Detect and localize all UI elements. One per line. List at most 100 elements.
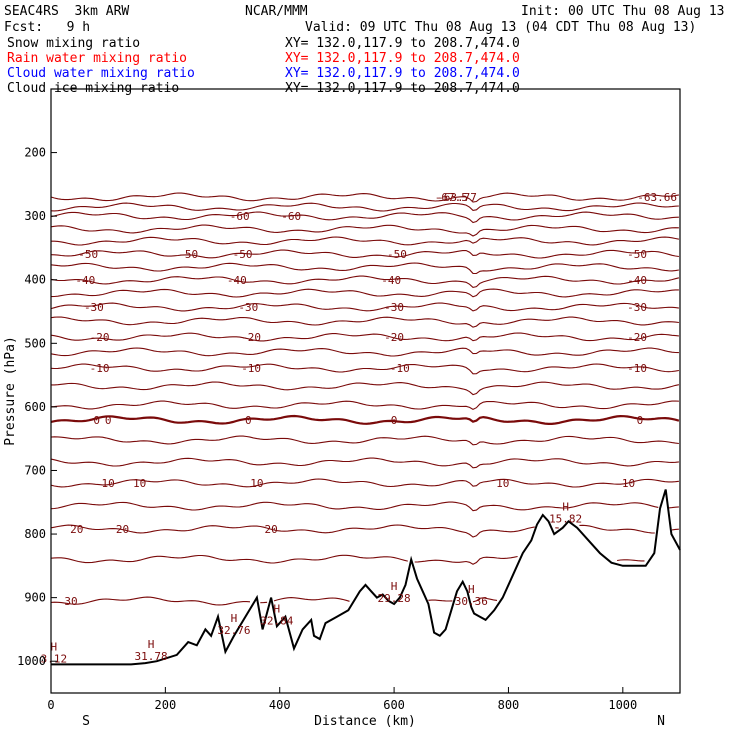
- contour-line: [50, 501, 679, 512]
- terrain-line: [51, 489, 681, 666]
- high-marker-value: 30.36: [455, 595, 488, 608]
- field-cloud-ice-label: Cloud ice mixing ratio: [7, 81, 180, 96]
- contour-label: -30: [84, 301, 104, 314]
- field-snow-xy: XY= 132.0,117.9 to 208.7,474.0: [285, 36, 520, 51]
- x-tick-label: 600: [383, 698, 405, 712]
- contour-label: -10: [390, 362, 410, 375]
- contour-label: 10: [133, 477, 146, 490]
- y-tick-label: 300: [24, 209, 46, 223]
- contour-line: [50, 275, 680, 289]
- field-cloud-water-label: Cloud water mixing ratio: [7, 66, 195, 81]
- y-tick-label: 200: [24, 146, 46, 160]
- contour-label: -30: [384, 301, 404, 314]
- high-marker-value: 29.28: [378, 592, 411, 605]
- contour-line: [50, 192, 680, 203]
- contour-label: -20: [627, 331, 647, 344]
- contour-label: -30: [627, 301, 647, 314]
- contour-line: [51, 236, 680, 246]
- contour-label: -50: [233, 248, 253, 261]
- field-rain-xy: XY= 132.0,117.9 to 208.7,474.0: [285, 51, 520, 66]
- contour-line: [50, 347, 679, 357]
- contour-line: [50, 400, 679, 411]
- contour-line: [50, 478, 679, 488]
- plot-frame: [50, 88, 681, 694]
- high-marker-value: 15.82: [549, 513, 582, 526]
- contour-label: -20: [384, 331, 404, 344]
- high-marker-h: H: [274, 602, 281, 615]
- contour-label: -50: [178, 248, 198, 261]
- contour-label: -10: [627, 362, 647, 375]
- y-tick-label: 500: [24, 336, 46, 350]
- high-marker-h: H: [231, 612, 238, 625]
- field-snow-label: Snow mixing ratio: [7, 36, 141, 51]
- y-tick-label: 800: [24, 527, 46, 541]
- contour-label: 30: [64, 595, 77, 608]
- contour-label: 0: [245, 414, 252, 427]
- init-label: Init: 00 UTC Thu 08 Aug 13: [521, 4, 725, 19]
- center-label: NCAR/MMM: [245, 4, 308, 19]
- contour-label: 0: [105, 414, 112, 427]
- field-cloud-ice-xy: XY= 132.0,117.9 to 208.7,474.0: [285, 81, 520, 96]
- x-tick-label: 1000: [608, 698, 637, 712]
- contour-label: -63.77: [437, 191, 477, 204]
- x-axis-label: Distance (km): [314, 714, 416, 729]
- high-marker-h: H: [391, 580, 398, 593]
- contour-line: [50, 211, 679, 224]
- x-tick-label: 0: [47, 698, 54, 712]
- contour-label: -40: [227, 274, 247, 287]
- contour-label: -40: [381, 274, 401, 287]
- contour-line: [51, 381, 680, 396]
- contour-line: [50, 457, 679, 469]
- y-tick-label: 900: [24, 591, 46, 605]
- contour-label: -63.66: [637, 191, 677, 204]
- x-tick-label: 800: [498, 698, 520, 712]
- x-end-label-left: S: [82, 714, 90, 729]
- high-marker-h: H: [51, 640, 58, 653]
- contour-label: -10: [241, 362, 261, 375]
- high-marker-h: H: [562, 501, 569, 514]
- contour-label: -10: [90, 362, 110, 375]
- contour-label: 10: [250, 477, 263, 490]
- high-marker-value: 32.84: [260, 614, 293, 627]
- high-marker-value: 32.76: [217, 624, 250, 637]
- field-cloud-water-xy: XY= 132.0,117.9 to 208.7,474.0: [285, 66, 520, 81]
- y-tick-label: 400: [24, 273, 46, 287]
- contour-line: [50, 524, 679, 538]
- contour-label: -50: [387, 248, 407, 261]
- contour-line: [50, 435, 679, 446]
- forecast-label: Fcst: 9 h: [4, 20, 91, 35]
- high-marker-h: H: [148, 638, 155, 651]
- contour-line: [50, 316, 679, 328]
- contour-label: 0: [391, 414, 398, 427]
- contour-line: [50, 249, 679, 259]
- contour-line: [50, 554, 645, 565]
- contour-line: [50, 302, 679, 312]
- contour-label: 10: [622, 477, 635, 490]
- contour-label: -20: [241, 331, 261, 344]
- model-label: SEAC4RS 3km ARW: [4, 4, 130, 19]
- valid-label: Valid: 09 UTC Thu 08 Aug 13 (04 CDT Thu …: [305, 20, 697, 35]
- contour-line: [50, 262, 679, 275]
- contour-label: 10: [496, 477, 509, 490]
- contour-label: -30: [238, 301, 258, 314]
- high-marker-value: 31.78: [135, 650, 168, 663]
- contour-label: -40: [75, 274, 95, 287]
- terrain-group: [51, 489, 681, 666]
- contour-label: 0: [637, 414, 644, 427]
- x-tick-label: 400: [269, 698, 291, 712]
- y-axis-label: Pressure (hPa): [3, 336, 18, 446]
- x-tick-label: 200: [155, 698, 177, 712]
- contour-label: 20: [70, 523, 83, 536]
- contour-line: [50, 363, 679, 375]
- contour-label: -50: [627, 248, 647, 261]
- field-rain-label: Rain water mixing ratio: [7, 51, 188, 66]
- temperature-contours: -67.5 -63.66 -63.77 -60 -60 -50 -50 -50 -50 -50 -4…: [50, 191, 680, 608]
- contour-line: [50, 224, 679, 237]
- high-markers: H3.12H31.78H32.76H32.84H29.28H30.36H15.8…: [41, 501, 583, 666]
- contour-label: -67.5: [435, 191, 468, 204]
- contour-label: 20: [116, 523, 129, 536]
- contour-label: 10: [102, 477, 115, 490]
- x-end-label-right: N: [657, 714, 665, 729]
